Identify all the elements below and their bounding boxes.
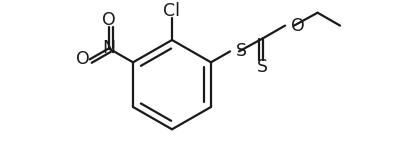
Text: S: S <box>235 42 246 60</box>
Text: O: O <box>76 50 89 68</box>
Text: O: O <box>290 17 304 35</box>
Text: S: S <box>256 58 267 76</box>
Text: N: N <box>102 39 115 57</box>
Text: Cl: Cl <box>163 2 180 20</box>
Text: O: O <box>101 11 115 29</box>
